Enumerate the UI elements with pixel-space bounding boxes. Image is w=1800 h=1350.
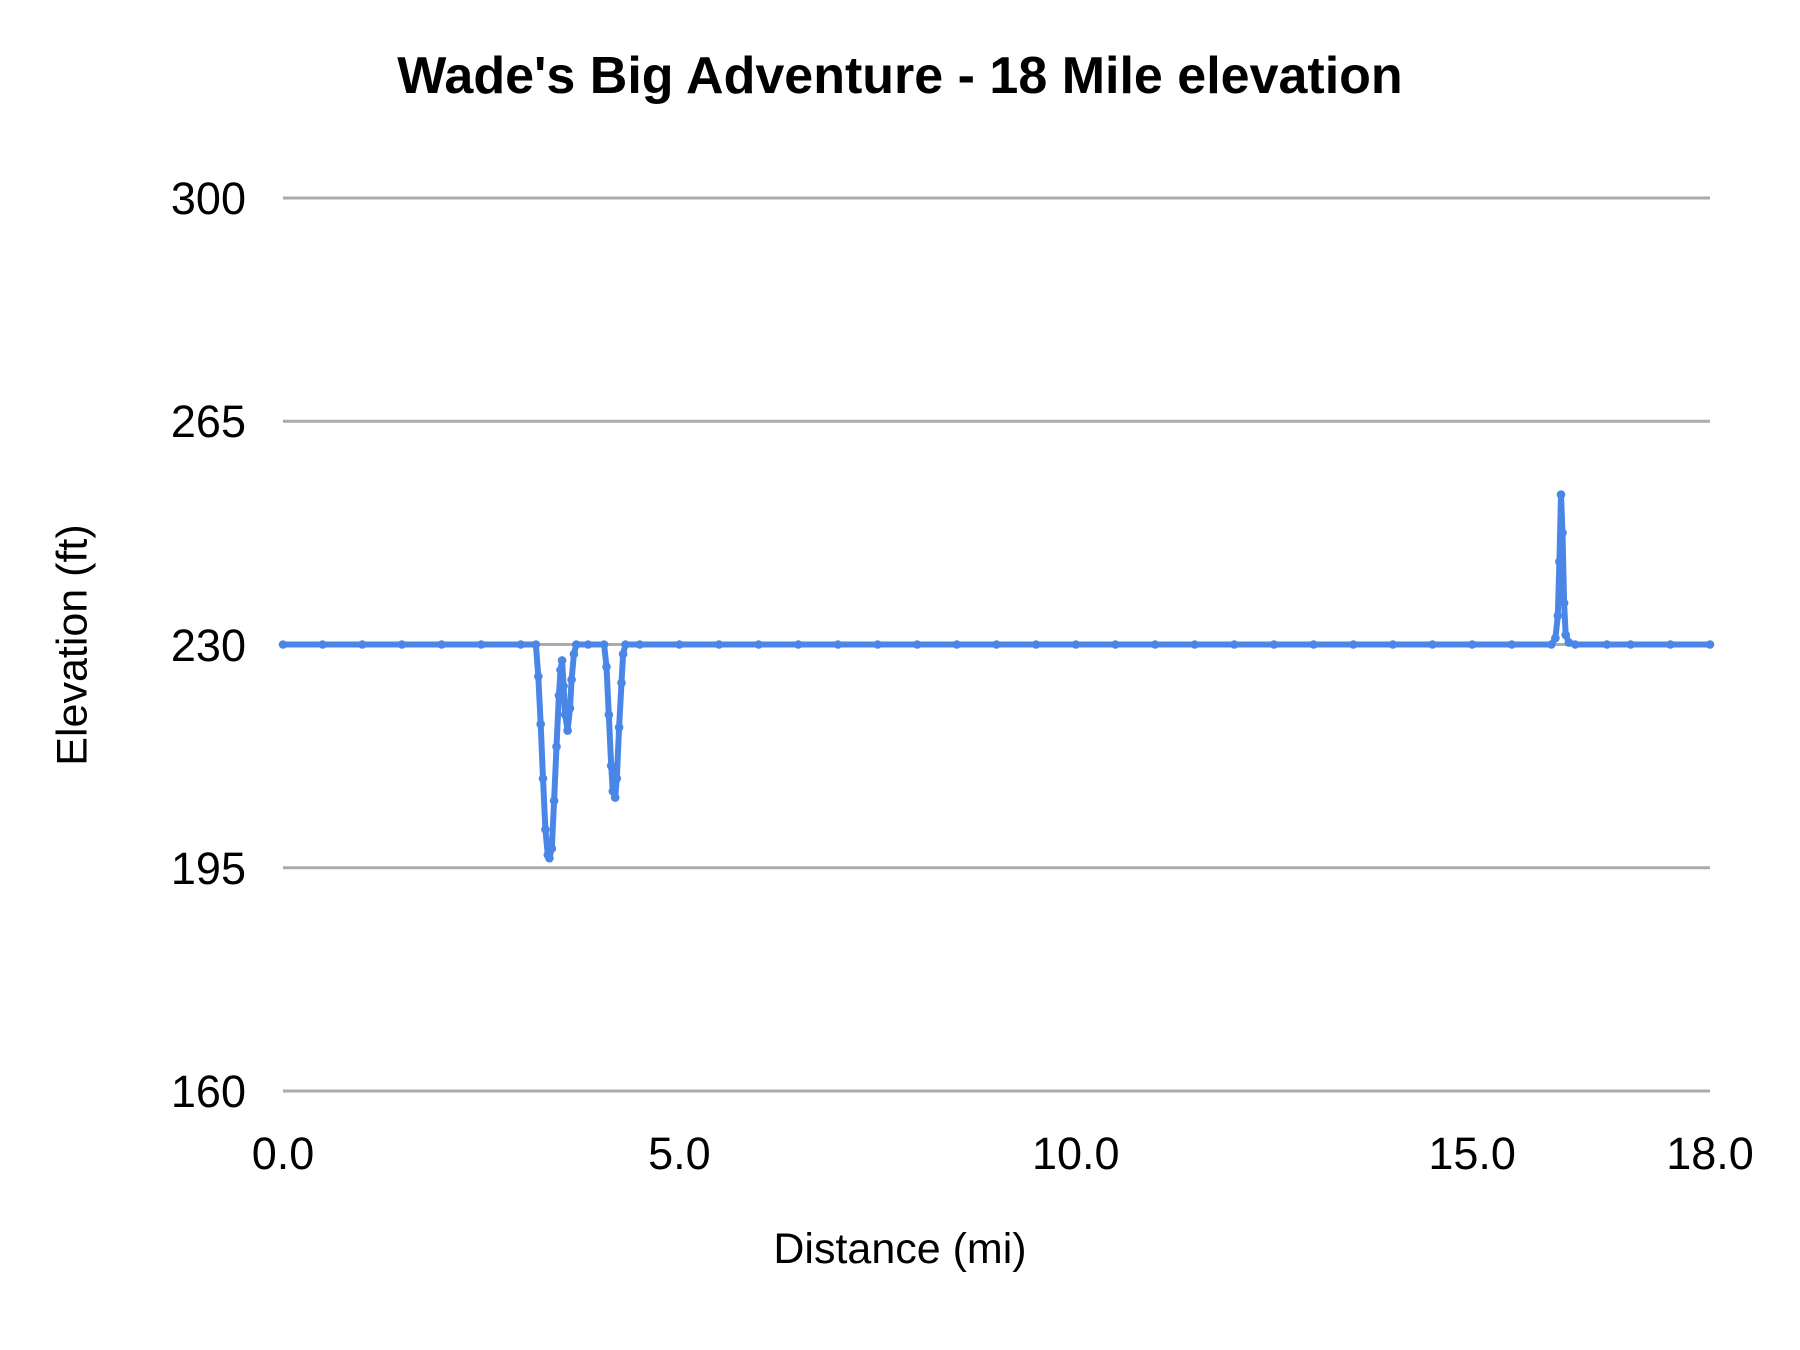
- data-point-marker: [1551, 633, 1560, 643]
- data-point-marker: [612, 774, 622, 783]
- data-point-marker: [572, 640, 581, 649]
- x-tick-label: 5.0: [648, 1128, 711, 1179]
- data-point-marker: [1309, 640, 1318, 649]
- x-axis-title: Distance (mi): [773, 1225, 1027, 1273]
- data-point-marker: [992, 640, 1001, 649]
- data-point-marker: [1559, 598, 1569, 608]
- x-tick-label: 10.0: [1031, 1128, 1120, 1179]
- data-point-marker: [1230, 640, 1239, 649]
- data-point-marker: [599, 640, 609, 649]
- x-tick-label: 18.0: [1666, 1128, 1754, 1179]
- y-tick-label: 230: [170, 619, 246, 671]
- data-point-marker: [1071, 640, 1081, 649]
- data-point-marker: [278, 640, 288, 649]
- y-tick-label: 195: [170, 842, 246, 894]
- data-point-marker: [604, 710, 614, 719]
- data-point-marker: [1269, 640, 1279, 649]
- data-point-marker: [1626, 640, 1635, 649]
- data-point-marker: [912, 640, 922, 649]
- data-point-marker: [1031, 640, 1041, 649]
- data-point-marker: [610, 793, 620, 802]
- data-point-marker: [545, 853, 554, 863]
- data-point-marker: [476, 640, 486, 649]
- x-tick-label: 15.0: [1428, 1128, 1516, 1179]
- data-point-marker: [547, 844, 557, 853]
- data-point-marker: [833, 640, 843, 649]
- data-point-marker: [557, 656, 567, 665]
- data-point-marker: [617, 678, 626, 688]
- data-point-marker: [565, 704, 575, 713]
- data-point-marker: [541, 825, 550, 834]
- data-point-marker: [552, 742, 561, 751]
- data-point-marker: [567, 675, 576, 684]
- data-point-marker: [1190, 640, 1199, 649]
- data-point-marker: [559, 681, 568, 691]
- data-point-marker: [583, 640, 593, 649]
- data-point-marker: [1467, 640, 1477, 649]
- data-point-marker: [675, 640, 684, 649]
- data-point-marker: [549, 796, 559, 806]
- data-point-marker: [560, 710, 570, 719]
- data-point-marker: [614, 723, 624, 732]
- y-tick-label: 160: [170, 1066, 246, 1117]
- data-point-marker: [635, 640, 645, 649]
- data-point-marker: [569, 649, 579, 659]
- data-point-marker: [318, 640, 327, 649]
- data-point-marker: [1558, 528, 1567, 538]
- data-point-marker: [1388, 640, 1398, 649]
- data-point-marker: [1150, 640, 1160, 649]
- data-point-marker: [1561, 630, 1570, 640]
- chart-title: Wade's Big Adventure - 18 Mile elevation: [397, 47, 1403, 105]
- data-point-marker: [538, 774, 548, 783]
- data-point-marker: [1666, 640, 1675, 649]
- data-point-marker: [621, 640, 630, 649]
- data-point-marker: [606, 761, 616, 770]
- data-point-marker: [556, 665, 565, 675]
- data-point-marker: [531, 640, 541, 649]
- data-point-marker: [1570, 640, 1580, 649]
- data-point-marker: [1111, 640, 1120, 649]
- data-point-marker: [563, 726, 572, 735]
- data-point-marker: [1602, 640, 1612, 649]
- data-point-marker: [1349, 640, 1358, 649]
- data-point-marker: [952, 640, 962, 649]
- data-point-marker: [397, 640, 407, 649]
- data-point-marker: [534, 672, 543, 681]
- data-point-marker: [554, 691, 564, 700]
- data-point-marker: [437, 640, 446, 649]
- x-tick-label: 0.0: [251, 1128, 315, 1179]
- data-point-marker: [1547, 640, 1556, 649]
- data-point-marker: [516, 640, 526, 649]
- data-point-marker: [358, 640, 367, 649]
- elevation-line: [280, 491, 1713, 862]
- data-point-marker: [536, 719, 545, 729]
- data-point-marker: [1556, 490, 1566, 499]
- data-point-marker: [1555, 557, 1564, 566]
- data-point-marker: [873, 640, 882, 649]
- data-point-marker: [602, 662, 611, 672]
- data-point-marker: [1553, 611, 1563, 621]
- data-point-marker: [1705, 640, 1715, 649]
- data-point-marker: [1428, 640, 1437, 649]
- data-point-marker: [618, 649, 628, 659]
- y-tick-label: 300: [170, 173, 246, 224]
- data-point-marker: [754, 640, 763, 649]
- data-point-marker: [1507, 640, 1517, 649]
- data-point-marker: [714, 640, 724, 649]
- y-tick-label: 265: [170, 396, 246, 448]
- data-point-marker: [794, 640, 803, 649]
